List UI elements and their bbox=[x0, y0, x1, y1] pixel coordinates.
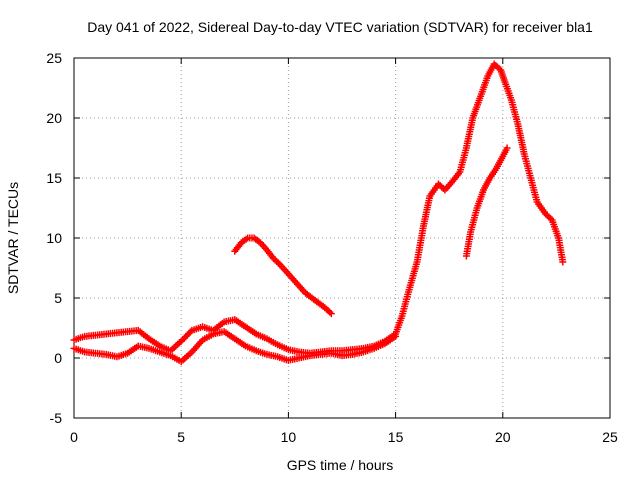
x-tick-label: 5 bbox=[177, 429, 185, 445]
lower-band-point bbox=[392, 332, 400, 340]
tick-labels: 0 5 10 15 20 25 -5 0 5 10 15 20 25 bbox=[46, 50, 618, 445]
x-tick-label: 10 bbox=[281, 429, 297, 445]
main-band-point bbox=[559, 258, 567, 266]
y-tick-label: 20 bbox=[46, 110, 62, 126]
chart-title: Day 041 of 2022, Sidereal Day-to-day VTE… bbox=[87, 19, 593, 35]
y-tick-label: 25 bbox=[46, 50, 62, 66]
x-tick-label: 15 bbox=[388, 429, 404, 445]
data-points bbox=[70, 60, 567, 366]
y-tick-label: 5 bbox=[54, 290, 62, 306]
main-band-point bbox=[186, 328, 194, 336]
x-tick-label: 0 bbox=[70, 429, 78, 445]
y-tick-label: 0 bbox=[54, 350, 62, 366]
y-tick-label: 10 bbox=[46, 230, 62, 246]
y-axis-label: SDTVAR / TECUs bbox=[5, 182, 21, 294]
y-tick-label: 15 bbox=[46, 170, 62, 186]
isolated-arc-point bbox=[327, 310, 335, 318]
x-tick-label: 25 bbox=[602, 429, 618, 445]
x-tick-label: 20 bbox=[495, 429, 511, 445]
y-tick-label: -5 bbox=[50, 410, 63, 426]
secondary-rise-point bbox=[503, 144, 511, 152]
axis-ticks bbox=[73, 57, 611, 419]
x-axis-label: GPS time / hours bbox=[287, 457, 394, 473]
main-band-point bbox=[177, 337, 185, 345]
